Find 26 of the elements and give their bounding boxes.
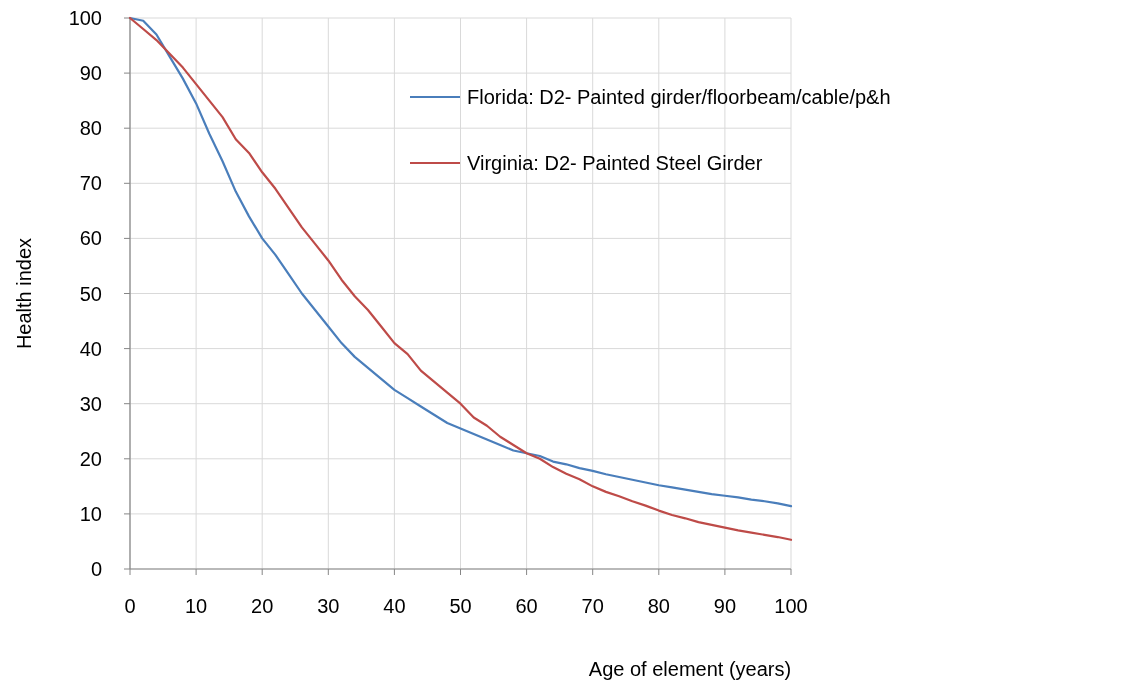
y-tick-label: 100 bbox=[68, 7, 102, 29]
y-tick-label: 60 bbox=[79, 227, 102, 250]
y-tick-label: 80 bbox=[79, 117, 102, 140]
x-tick-label: 20 bbox=[251, 595, 274, 617]
x-tick-label: 90 bbox=[713, 595, 737, 617]
x-tick-label: 50 bbox=[449, 595, 472, 617]
x-tick-label: 80 bbox=[647, 595, 670, 617]
x-tick-label: 30 bbox=[317, 595, 340, 617]
y-axis-title: Health index bbox=[13, 237, 35, 350]
y-tick-label: 0 bbox=[90, 558, 102, 580]
y-tick-label: 30 bbox=[79, 392, 102, 415]
x-tick-label: 0 bbox=[124, 595, 136, 617]
y-tick-label: 90 bbox=[79, 62, 102, 85]
legend-label: Florida: D2- Painted girder/floorbeam/cable/p&h bbox=[467, 86, 891, 108]
x-tick-label: 100 bbox=[774, 595, 808, 617]
x-axis-title: Age of element (years) bbox=[588, 658, 792, 680]
x-tick-label: 60 bbox=[515, 595, 538, 617]
x-tick-label: 70 bbox=[581, 595, 604, 617]
y-tick-label: 10 bbox=[79, 502, 102, 525]
y-tick-label: 70 bbox=[79, 172, 102, 195]
y-tick-label: 20 bbox=[79, 447, 102, 470]
x-tick-label: 40 bbox=[383, 595, 406, 617]
x-tick-label: 10 bbox=[184, 595, 208, 617]
legend-label: Virginia: D2- Painted Steel Girder bbox=[467, 152, 763, 174]
y-tick-label: 50 bbox=[79, 282, 102, 305]
y-tick-label: 40 bbox=[79, 337, 102, 360]
